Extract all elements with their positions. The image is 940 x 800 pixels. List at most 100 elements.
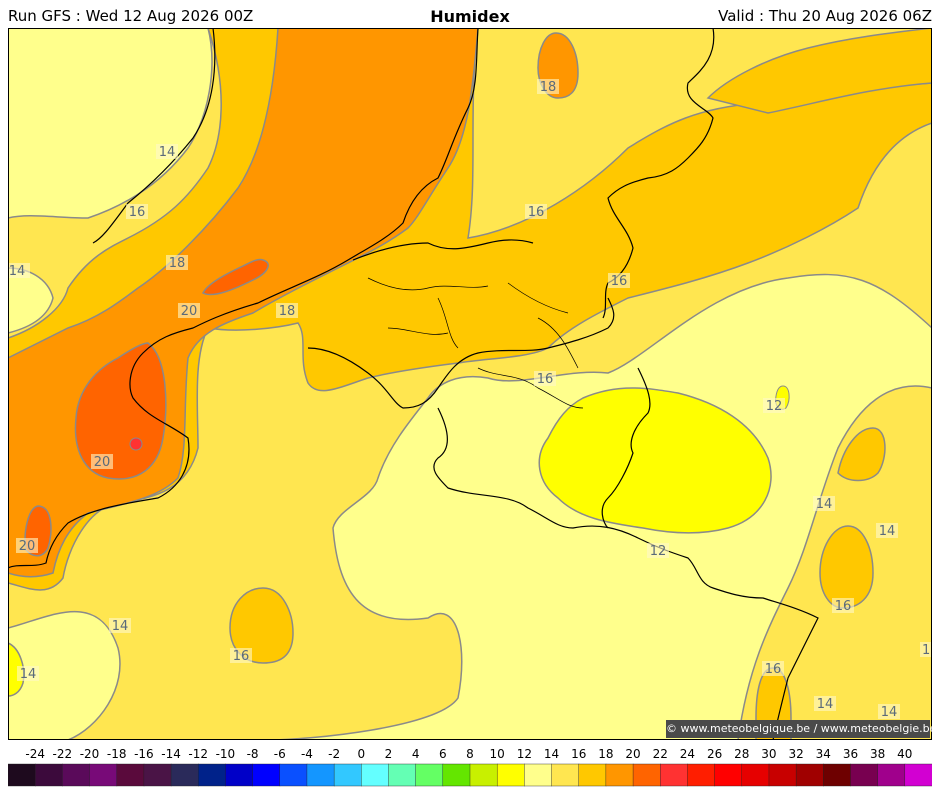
legend-swatch (714, 763, 743, 787)
svg-text:12: 12 (650, 544, 667, 559)
legend-swatch (496, 763, 525, 787)
legend-swatch (524, 763, 553, 787)
legend-tick-label: -14 (161, 747, 181, 761)
provinces-belgium (367, 277, 584, 409)
svg-text:20: 20 (94, 455, 111, 470)
contour-label: 14 (876, 523, 898, 539)
svg-text:14: 14 (816, 497, 833, 512)
legend-swatch (415, 763, 444, 787)
belgium-border-north (352, 239, 534, 261)
svg-text:14: 14 (9, 264, 26, 279)
legend-tick-label: 8 (466, 747, 474, 761)
legend-tick-label: 24 (680, 747, 695, 761)
france-coast (8, 28, 479, 569)
field-16-18-east-blob (706, 28, 932, 114)
field-22-24-spot (129, 437, 143, 451)
svg-text:18: 18 (279, 304, 296, 319)
legend-tick-label: -4 (301, 747, 313, 761)
legend-swatch (795, 763, 824, 787)
svg-text:12: 12 (766, 399, 783, 414)
valid-time: Valid : Thu 20 Aug 2026 06Z (718, 7, 932, 25)
field-20-22-west (74, 342, 167, 480)
legend-swatch (62, 763, 91, 787)
contour-label: 18 (166, 255, 188, 271)
legend-tick-label: 34 (816, 747, 831, 761)
lux-border (601, 367, 651, 529)
legend-swatches (8, 763, 932, 787)
run-info: Run GFS : Wed 12 Aug 2026 00Z (8, 7, 254, 25)
legend-swatch (333, 763, 362, 787)
legend-swatch (143, 763, 172, 787)
legend-tick-label: 26 (707, 747, 722, 761)
contour-label: 12 (763, 398, 785, 414)
field-10-12-east (538, 387, 772, 534)
map-title: Humidex (430, 7, 510, 26)
legend-swatch (198, 763, 226, 787)
legend-swatch (823, 763, 851, 787)
legend-swatch (252, 763, 281, 787)
svg-text:16: 16 (129, 205, 146, 220)
legend-swatch (89, 763, 118, 787)
legend-tick-label: -2 (328, 747, 340, 761)
legend-swatch (768, 763, 797, 787)
legend-tick-label: -20 (80, 747, 100, 761)
humidex-map[interactable]: 14 16 18 20 18 16 18 16 14 16 20 20 14 1… (8, 28, 932, 740)
legend-swatch (279, 763, 308, 787)
legend-swatch (741, 763, 770, 787)
contour-label: 16 (608, 273, 630, 289)
contour-label: 20 (16, 538, 38, 554)
svg-text:16: 16 (765, 662, 782, 677)
contour-label: 16 (534, 371, 556, 387)
legend-swatch (306, 763, 335, 787)
legend-swatch (850, 763, 879, 787)
svg-text:16: 16 (528, 205, 545, 220)
legend-swatch (551, 763, 580, 787)
contour-label: 16 (126, 204, 148, 220)
legend-tick-labels: -24 -22 -20 -18 -16 -14 -12 -10 -8 -6 -4 -2 0 2 4 6 8 10 1… (25, 747, 912, 761)
legend-tick-label: -6 (274, 747, 286, 761)
legend-tick-label: 28 (734, 747, 749, 761)
svg-text:16: 16 (537, 372, 554, 387)
contour-label: 16 (230, 648, 252, 664)
legend-tick-label: -8 (247, 747, 259, 761)
legend-tick-label: 22 (653, 747, 668, 761)
legend-swatch (388, 763, 417, 787)
legend-swatch (34, 763, 63, 787)
svg-text:20: 20 (181, 304, 198, 319)
contour-label: 14 (814, 696, 836, 712)
contour-labels: 14 16 18 20 18 16 18 16 14 16 20 20 14 1… (8, 79, 932, 720)
legend-swatch (469, 763, 498, 787)
belgium-border-south (307, 297, 615, 409)
svg-text:1: 1 (922, 643, 930, 658)
contour-label: 14 (8, 263, 30, 279)
legend-tick-label: 36 (843, 747, 858, 761)
field-14-16-sw-inner (8, 610, 121, 740)
contour-label: 16 (762, 661, 784, 677)
contour-label: 14 (17, 666, 39, 682)
legend-tick-label: 32 (788, 747, 803, 761)
svg-text:14: 14 (20, 667, 37, 682)
svg-text:16: 16 (611, 274, 628, 289)
svg-text:16: 16 (835, 599, 852, 614)
field-20-22-coast (201, 258, 269, 296)
field-16-18-spot-south (229, 587, 294, 664)
field-16-18-spot-e (837, 427, 886, 482)
legend-tick-label: 38 (870, 747, 885, 761)
contour-label: 14 (156, 144, 178, 160)
legend-tick-label: -24 (25, 747, 45, 761)
contour-label: 20 (178, 303, 200, 319)
field-14-16-nw-coast (8, 28, 213, 219)
legend-tick-label: -10 (216, 747, 236, 761)
legend-tick-label: -16 (134, 747, 154, 761)
legend-tick-label: 40 (897, 747, 912, 761)
map-frame (8, 28, 932, 740)
contour-label: 18 (537, 79, 559, 95)
legend-tick-label: 0 (357, 747, 365, 761)
legend-tick-label: 12 (517, 747, 532, 761)
legend-swatch (877, 763, 906, 787)
legend-tick-label: 10 (490, 747, 505, 761)
legend-swatch (8, 763, 36, 787)
legend-swatch (660, 763, 688, 787)
legend-tick-label: 6 (439, 747, 447, 761)
svg-text:14: 14 (112, 619, 129, 634)
